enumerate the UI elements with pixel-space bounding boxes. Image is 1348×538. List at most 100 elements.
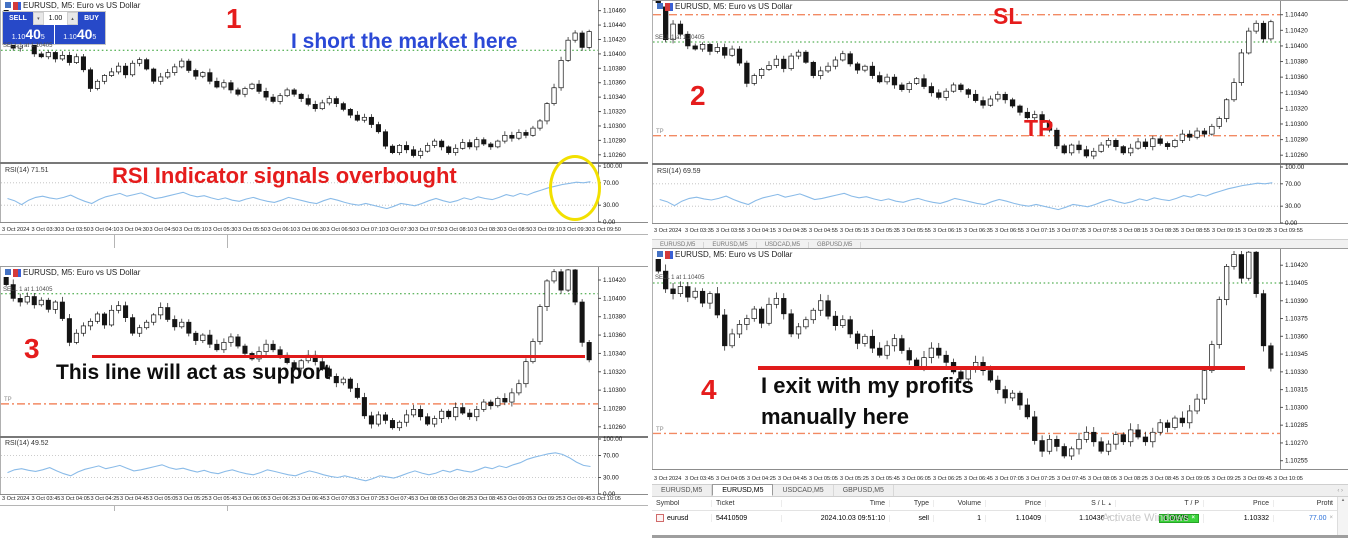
rsi-note: RSI Indicator signals overbought [112,163,457,188]
svg-text:3 Oct 07:05: 3 Oct 07:05 [995,476,1024,482]
close-position-icon[interactable]: × [1329,515,1333,521]
chart-tab[interactable]: GBPUSD,M5 [809,241,862,248]
step-number-3: 3 [24,333,40,364]
svg-text:3 Oct 06:25: 3 Oct 06:25 [268,496,297,502]
svg-text:1.10440: 1.10440 [603,22,626,29]
rsi-line [659,182,1273,211]
tab-scroll-arrows[interactable]: ‹ › [1337,487,1343,494]
panel-frame [0,267,648,495]
rsi-label: RSI(14) 71.51 [5,167,49,174]
svg-text:1.10285: 1.10285 [1285,422,1308,429]
chart-tab[interactable]: EURUSD,M5 [652,485,713,496]
candles [655,1,1274,160]
time-axis: 3 Oct 2024 3 Oct 03:45 3 Oct 04:05 3 Oct 04… [2,496,621,502]
svg-text:100.00: 100.00 [603,163,623,170]
time-axis: 3 Oct 2024 3 Oct 03:45 3 Oct 04:05 3 Oct 04… [654,476,1303,482]
tp-line-label: TP [656,427,664,433]
sell-price[interactable]: 1.10 40 5 [3,25,54,44]
sell-price-prefix: 1.10 [11,34,26,41]
scroll-up-icon[interactable]: ▴ [1341,497,1345,503]
volume-step-up-icon[interactable]: ▴ [67,12,78,25]
svg-text:3 Oct 09:55: 3 Oct 09:55 [1274,228,1303,234]
column-header-symbol[interactable]: Symbol [652,500,712,507]
svg-text:3 Oct 06:05: 3 Oct 06:05 [238,496,267,502]
svg-text:1.10400: 1.10400 [1285,43,1308,50]
svg-text:3 Oct 05:05: 3 Oct 05:05 [150,496,179,502]
candles [655,251,1274,460]
volume-step-down-icon[interactable]: ▾ [32,12,44,25]
svg-text:3 Oct 08:05: 3 Oct 08:05 [1088,476,1117,482]
svg-text:30.00: 30.00 [603,202,619,209]
column-header-ticket[interactable]: Ticket [712,500,782,507]
column-header-profit[interactable]: Profit [1274,500,1338,507]
svg-text:3 Oct 09:10: 3 Oct 09:10 [533,227,562,233]
rsi-line [7,181,591,210]
chart-tab-bar: EURUSD,M5 EURUSD,M5 USDCAD,M5 GBPUSD,M5 [652,239,1348,249]
svg-text:1.10340: 1.10340 [603,350,626,357]
column-header-s-l[interactable]: S / L ▴ [1046,500,1116,507]
chart-header: EURUSD, M5: Euro vs US Dollar [655,250,792,259]
sell-position-marker: SELL 1 at 1.10405 [655,35,705,41]
chart-tab[interactable]: USDCAD,M5 [757,241,810,248]
column-header-price[interactable]: Price [986,500,1046,507]
svg-text:3 Oct 04:45: 3 Oct 04:45 [120,496,149,502]
close-position-icon[interactable]: × [1107,515,1111,521]
svg-text:3 Oct 09:50: 3 Oct 09:50 [592,227,621,233]
svg-text:3 Oct 06:35: 3 Oct 06:35 [964,228,993,234]
step-number-4: 4 [701,374,717,405]
column-header-type[interactable]: Type [890,500,934,507]
column-header-price[interactable]: Price [1204,500,1274,507]
chart-top-right: 1.10440 1.10420 1.10400 1.10380 1.10360 1.103… [652,0,1348,249]
time-axis: 3 Oct 2024 3 Oct 03:35 3 Oct 03:55 3 Oct 04… [654,228,1303,234]
volume-input[interactable]: 1.00 [43,12,67,25]
tab-stub[interactable] [114,234,228,248]
svg-text:30.00: 30.00 [1285,203,1301,210]
chart-tab[interactable]: EURUSD,M5 [712,484,774,496]
sell-position-marker: SELL 1 at 1.10405 [3,43,53,49]
column-header-time[interactable]: Time [782,500,890,507]
svg-text:3 Oct 05:05: 3 Oct 05:05 [809,476,838,482]
svg-text:1.10255: 1.10255 [1285,458,1308,465]
price-axis: 1.10440 1.10420 1.10400 1.10380 1.10360 1.103… [1280,12,1308,159]
tab-strip-fragment [0,505,114,506]
svg-text:3 Oct 06:45: 3 Oct 06:45 [964,476,993,482]
time-axis: 3 Oct 2024 3 Oct 03:30 3 Oct 03:50 3 Oct 04… [2,227,621,233]
chart-tab[interactable]: EURUSD,M5 [704,241,757,248]
table-scrollbar[interactable]: ▴ [1337,497,1348,535]
mt5-icon [665,250,673,259]
svg-text:3 Oct 08:15: 3 Oct 08:15 [1119,228,1148,234]
svg-text:3 Oct 04:05: 3 Oct 04:05 [61,496,90,502]
rsi-label: RSI(14) 49.52 [5,440,49,447]
support-note: This line will act as support [56,361,331,384]
svg-text:3 Oct 05:25: 3 Oct 05:25 [179,496,208,502]
position-row[interactable]: eurusd 54410509 2024.10.03 09:51:10 sell 1 1.… [652,511,1348,525]
rsi-line [7,452,591,482]
buy-button[interactable]: BUY [78,12,105,25]
rsi-panel: 100.00 70.00 30.00 0.00 [653,164,1305,227]
svg-text:3 Oct 10:05: 3 Oct 10:05 [592,496,621,502]
buy-price[interactable]: 1.10 40 5 [54,25,105,44]
sell-button[interactable]: SELL [3,12,33,25]
chart-tab[interactable]: USDCAD,M5 [773,485,834,496]
sell-position-marker: SELL 1 at 1.10405 [655,275,705,281]
sell-position-marker: SELL 1 at 1.10405 [3,287,53,293]
svg-text:3 Oct 03:45: 3 Oct 03:45 [32,496,61,502]
svg-text:1.10400: 1.10400 [603,295,626,302]
panel-frame [652,249,1348,470]
column-header-volume[interactable]: Volume [934,500,986,507]
close-position-icon[interactable]: × [1191,515,1195,521]
column-header-t-p[interactable]: T / P [1116,500,1204,507]
sl-value: 1.10436 [1079,514,1105,522]
svg-text:3 Oct 03:50: 3 Oct 03:50 [61,227,90,233]
mt5-icon [13,1,21,10]
buy-price-prefix: 1.10 [63,34,77,41]
chart-tab[interactable]: GBPUSD,M5 [834,485,894,496]
one-click-trade-panel: SELL ▾ 1.00 ▴ BUY 1.10 40 5 1.10 40 5 [2,11,106,45]
chart-tab[interactable]: EURUSD,M5 [652,241,705,248]
svg-text:1.10420: 1.10420 [603,36,626,43]
tab-stub[interactable] [114,505,228,511]
svg-text:3 Oct 10:05: 3 Oct 10:05 [1274,476,1303,482]
svg-text:3 Oct 07:15: 3 Oct 07:15 [1026,228,1055,234]
positions-table-header: Symbol Ticket Time Type Volume Price S / L ▴ T /… [652,497,1348,511]
